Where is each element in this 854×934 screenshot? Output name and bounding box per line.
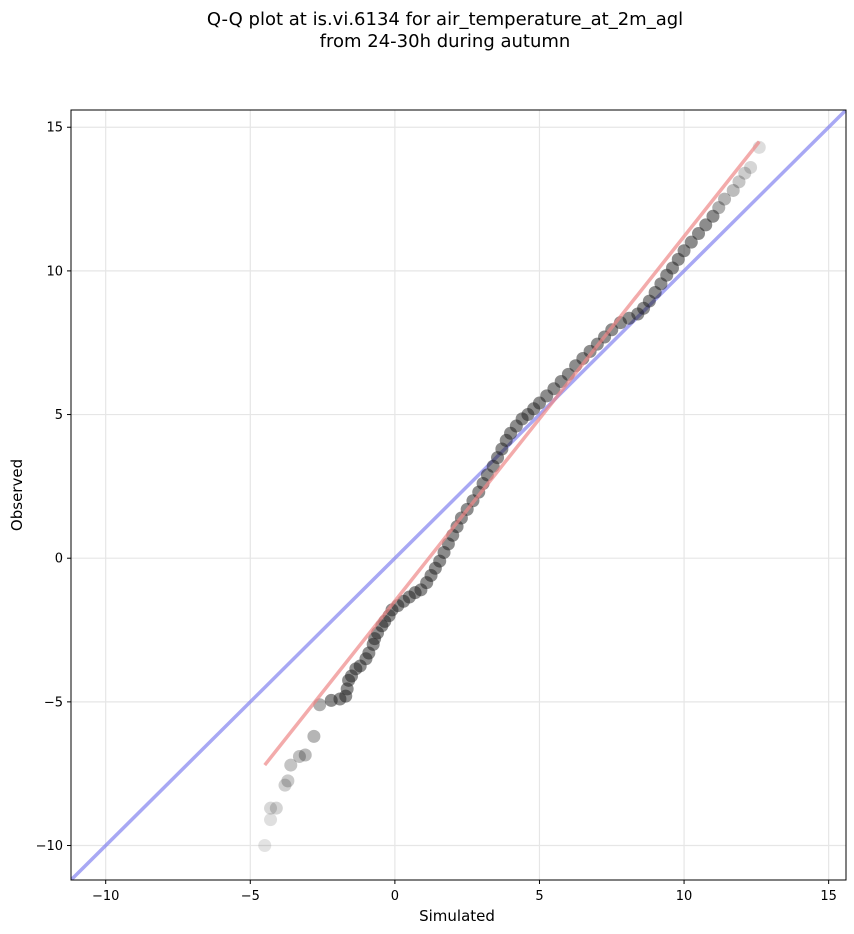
data-point xyxy=(684,235,698,249)
identity-line xyxy=(71,110,846,880)
data-point xyxy=(706,209,720,223)
data-point xyxy=(269,801,283,815)
data-point xyxy=(677,244,691,258)
chart-subtitle: from 24-30h during autumn xyxy=(319,31,571,52)
x-tick-label: 5 xyxy=(535,889,543,904)
y-tick-label: 10 xyxy=(46,264,63,279)
data-point xyxy=(278,778,292,792)
y-tick-label: 15 xyxy=(46,121,63,136)
data-point xyxy=(699,218,713,232)
data-point xyxy=(744,160,758,174)
plot-frame xyxy=(70,109,847,881)
y-tick-label: −5 xyxy=(44,695,63,710)
data-point xyxy=(692,227,706,241)
data-point xyxy=(258,839,272,853)
data-point xyxy=(298,748,312,762)
chart-title: Q-Q plot at is.vi.6134 for air_temperatu… xyxy=(206,9,684,30)
data-point xyxy=(264,801,278,815)
y-tick-label: 5 xyxy=(55,408,63,423)
data-point xyxy=(732,175,746,189)
x-tick-label: −5 xyxy=(241,889,260,904)
data-point xyxy=(738,166,752,180)
fit-line xyxy=(263,140,761,767)
x-axis-ticks: −10 −5 0 5 10 15 xyxy=(92,880,837,904)
y-axis-label: Observed xyxy=(8,459,26,531)
data-point xyxy=(284,758,298,772)
data-point xyxy=(264,813,278,827)
data-point xyxy=(718,192,732,206)
data-point xyxy=(307,729,321,743)
y-tick-label: 0 xyxy=(55,552,63,567)
data-point xyxy=(712,201,726,215)
x-axis-label: Simulated xyxy=(419,907,495,925)
data-point xyxy=(292,749,306,763)
data-points xyxy=(258,140,766,853)
data-point xyxy=(281,774,295,788)
x-tick-label: −10 xyxy=(92,889,119,904)
y-tick-label: −10 xyxy=(36,839,63,854)
grid xyxy=(71,110,846,880)
x-tick-label: 0 xyxy=(391,889,399,904)
x-tick-label: 15 xyxy=(820,889,837,904)
data-point xyxy=(726,183,740,197)
y-axis-ticks: −10 −5 0 5 10 15 xyxy=(36,121,71,854)
x-tick-label: 10 xyxy=(676,889,693,904)
